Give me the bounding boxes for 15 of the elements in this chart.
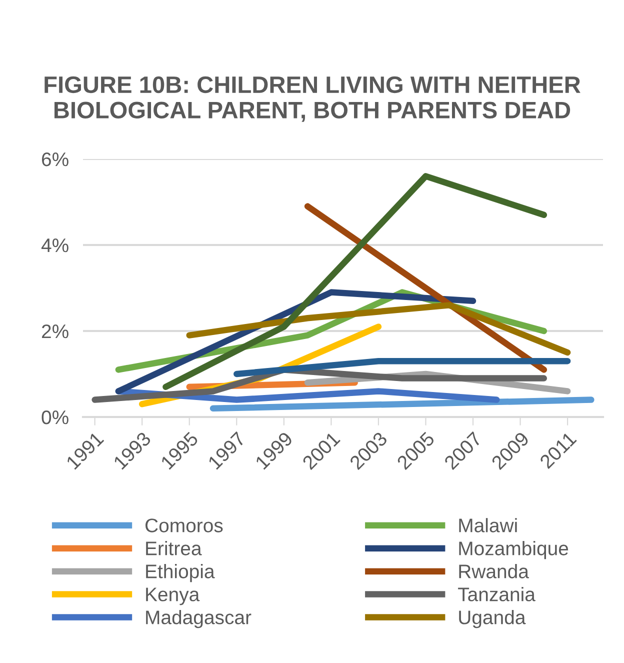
- y-tick-label: 2%: [42, 324, 68, 338]
- legend-label: Tanzania: [458, 587, 536, 602]
- legend-label: Eritrea: [146, 541, 202, 556]
- legend-label: Malawi: [459, 518, 517, 532]
- legend-label: Ethiopia: [146, 564, 215, 582]
- legend-label: Uganda: [459, 610, 526, 628]
- legend-label: Rwanda: [459, 564, 529, 578]
- legend-label: Comoros: [146, 518, 223, 532]
- chart-title: FIGURE 10B: CHILDREN LIVING WITH NEITHER BIOLOGICAL PARENT, BOTH PARENTS DEAD: [44, 76, 580, 122]
- legend-label: Kenya: [146, 588, 200, 606]
- legend-label: Madagascar: [146, 610, 252, 628]
- legend-label: Mozambique: [459, 541, 568, 560]
- y-tick-label: 0%: [42, 410, 68, 424]
- y-tick-label: 4%: [41, 238, 68, 252]
- y-tick-label: 6%: [42, 152, 68, 166]
